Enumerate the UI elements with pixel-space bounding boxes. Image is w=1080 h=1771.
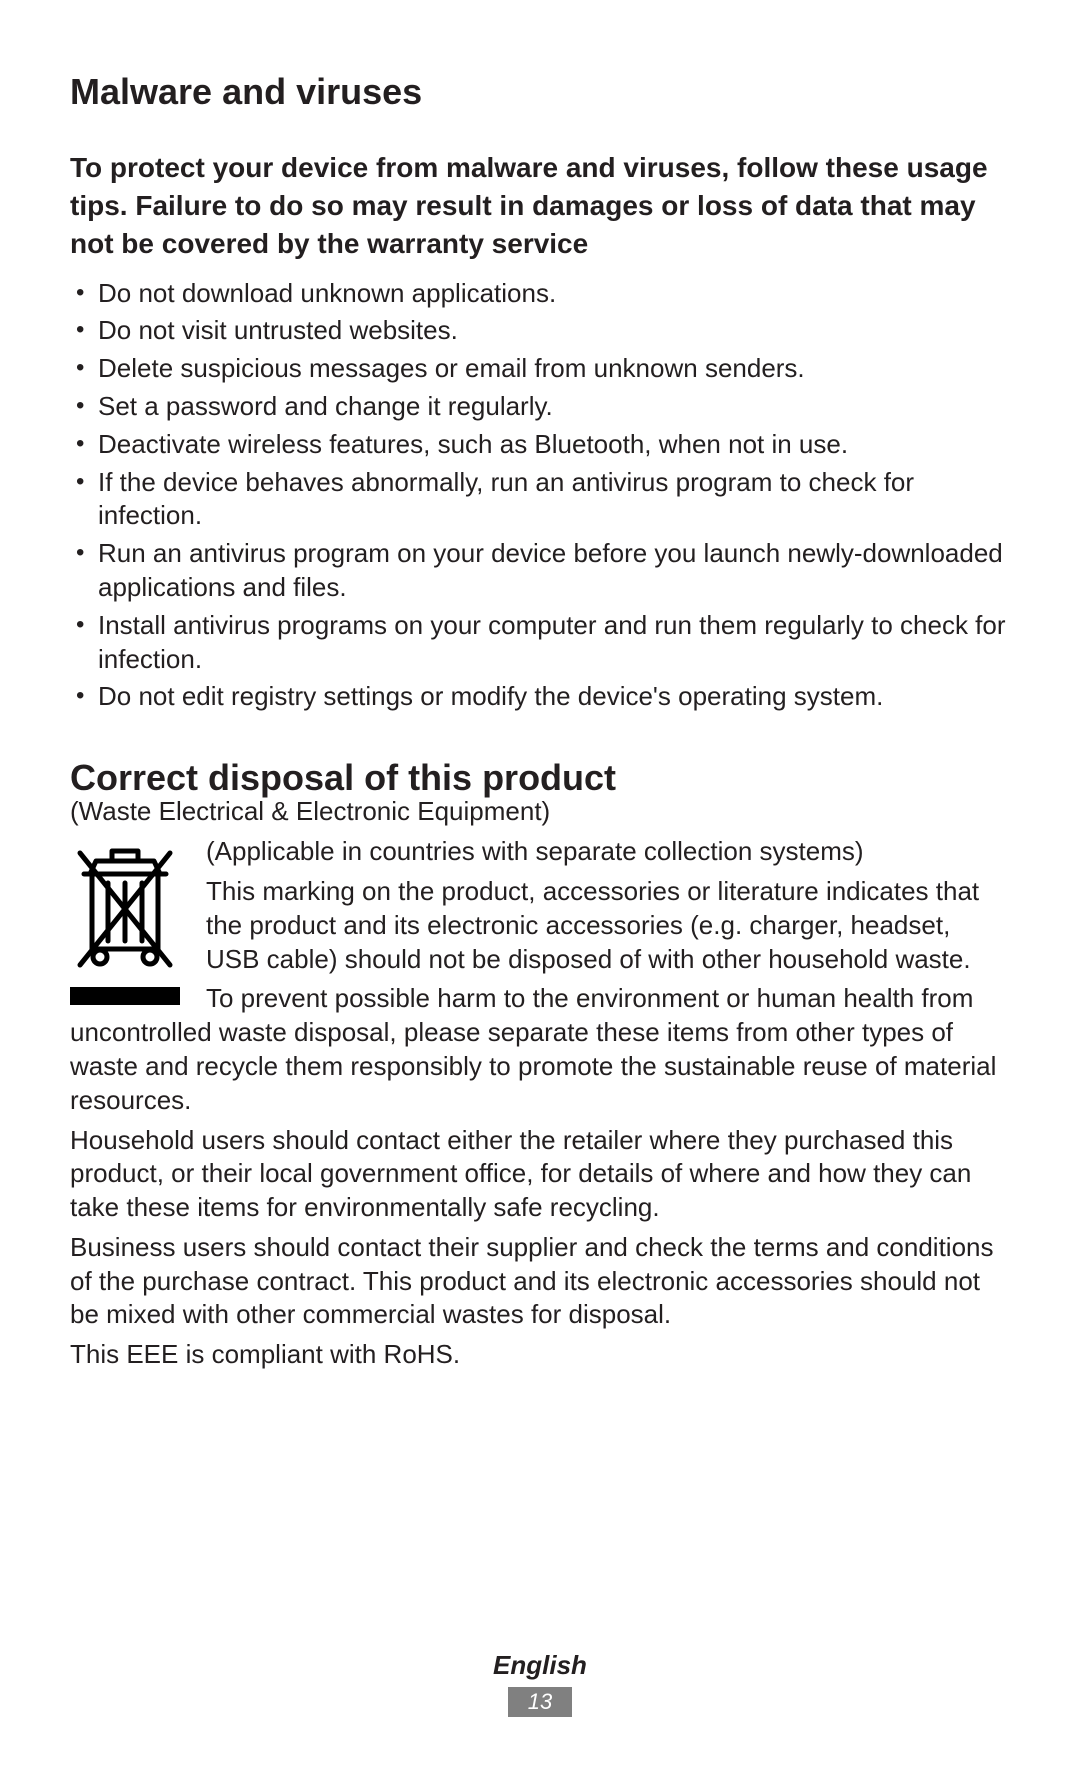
tip-item: Do not download unknown applications. [70, 277, 1010, 311]
manual-page: Malware and viruses To protect your devi… [0, 0, 1080, 1771]
tip-item: Delete suspicious messages or email from… [70, 352, 1010, 386]
tip-item: Install antivirus programs on your compu… [70, 609, 1010, 677]
disposal-p1: (Applicable in countries with separate c… [70, 835, 1010, 869]
disposal-p5: Business users should contact their supp… [70, 1231, 1010, 1332]
malware-tips-list: Do not download unknown applications. Do… [70, 277, 1010, 715]
disposal-p4: Household users should contact either th… [70, 1124, 1010, 1225]
section-heading-disposal: Correct disposal of this product [70, 756, 1010, 799]
disposal-p6: This EEE is compliant with RoHS. [70, 1338, 1010, 1372]
weee-solid-bar [70, 987, 180, 1005]
disposal-body: (Applicable in countries with separate c… [70, 835, 1010, 1378]
section-heading-malware: Malware and viruses [70, 70, 1010, 113]
disposal-subtitle: (Waste Electrical & Electronic Equipment… [70, 795, 1010, 829]
tip-item: Deactivate wireless features, such as Bl… [70, 428, 1010, 462]
footer-language: English [0, 1650, 1080, 1681]
disposal-p2: This marking on the product, accessories… [70, 875, 1010, 976]
page-footer: English 13 [0, 1650, 1080, 1717]
footer-page-number: 13 [508, 1687, 572, 1717]
malware-intro: To protect your device from malware and … [70, 149, 1010, 262]
tip-item: Do not visit untrusted websites. [70, 314, 1010, 348]
disposal-p3: To prevent possible harm to the environm… [70, 982, 1010, 1117]
tip-item: If the device behaves abnormally, run an… [70, 466, 1010, 534]
tip-item: Do not edit registry settings or modify … [70, 680, 1010, 714]
tip-item: Run an antivirus program on your device … [70, 537, 1010, 605]
weee-icon [70, 839, 190, 1005]
tip-item: Set a password and change it regularly. [70, 390, 1010, 424]
